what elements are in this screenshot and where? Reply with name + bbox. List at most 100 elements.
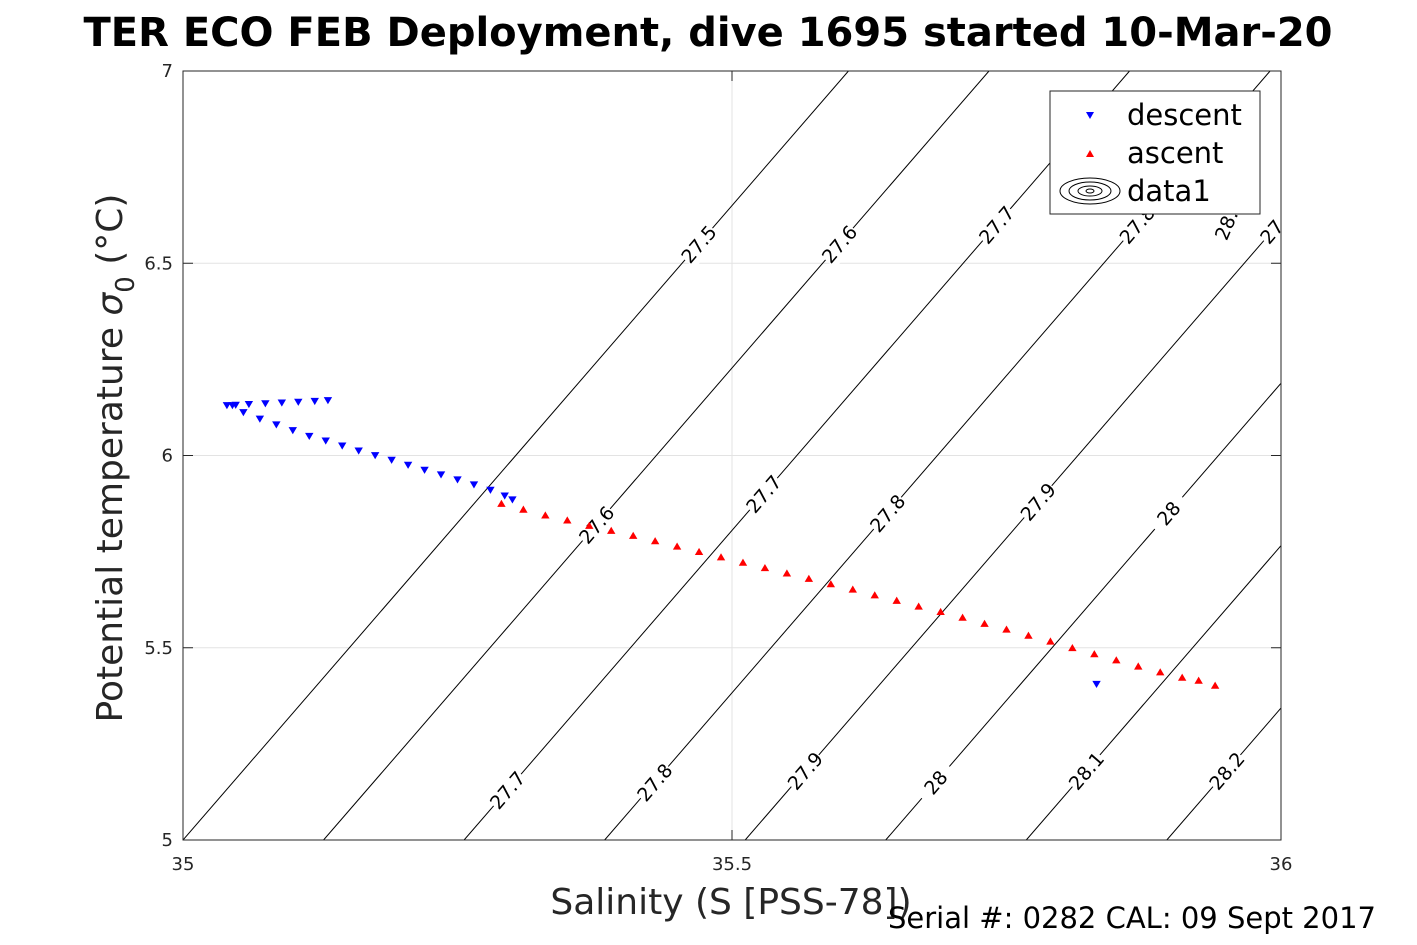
ascent-point	[607, 526, 616, 534]
legend-descent-marker	[1086, 112, 1094, 119]
ascent-point	[1194, 676, 1203, 684]
ascent-point	[936, 607, 945, 615]
legend-ascent-marker	[1086, 150, 1094, 157]
ascent-point	[1134, 662, 1143, 670]
descent-point	[486, 486, 495, 494]
ascent-point	[650, 537, 660, 545]
ascent-point	[914, 602, 923, 610]
contour-label-gap	[675, 219, 723, 269]
descent-point	[354, 447, 363, 455]
contour-label-gap	[1253, 200, 1281, 250]
ascent-point	[541, 511, 550, 519]
ascent-point	[716, 553, 726, 561]
ascent-point	[1046, 637, 1055, 645]
ascent-point	[585, 521, 594, 529]
legend: descent ascent data1	[1049, 90, 1261, 215]
density-contour-labels: 27.5 27.627.627.727.727.727.827.827.827.9…	[483, 200, 1417, 815]
contour-label-gap	[572, 500, 620, 550]
y-tick-label: 7	[162, 61, 173, 82]
descent-point	[239, 409, 248, 417]
contour-label-gap	[1144, 488, 1193, 538]
contour-27.9	[744, 220, 1281, 840]
contour-label: 28	[1403, 209, 1417, 242]
ascent-point	[738, 558, 748, 566]
contour-label-gap	[781, 746, 829, 796]
ascent-point	[1156, 668, 1165, 676]
contour-label-gap	[1062, 746, 1110, 796]
contour-label: 28.1	[1298, 479, 1342, 525]
descent-point	[272, 421, 281, 429]
descent-point	[338, 442, 347, 450]
contour-27.5	[183, 71, 849, 840]
x-tick-label: 36	[1270, 854, 1293, 875]
contour-label-gap	[1349, 200, 1389, 249]
chart-title: TER ECO FEB Deployment, dive 1695 starte…	[83, 10, 1332, 56]
descent-point	[387, 456, 396, 464]
descent-point	[305, 432, 314, 441]
ascent-point	[870, 591, 879, 599]
ascent-point	[1024, 631, 1033, 639]
descent-point	[321, 437, 330, 445]
y-axis-label-unit: (°C)	[90, 194, 131, 277]
contour-label: 28.3	[1346, 748, 1390, 794]
descent-point	[244, 401, 254, 409]
axis-ticks: 35 35.5 36 5 5.5 6 6.5 7	[144, 61, 1292, 875]
ascent-point	[672, 542, 682, 550]
descent-point	[261, 400, 270, 408]
ascent-point	[1210, 681, 1220, 689]
ascent-point	[892, 596, 901, 604]
ascent-point	[1090, 650, 1099, 658]
ascent-point	[1112, 656, 1121, 664]
ascent-point	[628, 531, 638, 539]
descent-point	[508, 496, 517, 504]
ascent-point	[782, 569, 792, 577]
descent-point	[436, 471, 446, 479]
ascent-point	[848, 585, 857, 593]
serial-cal-footer: Serial #: 0282 CAL: 09 Sept 2017	[888, 901, 1376, 935]
ascent-point	[1177, 673, 1187, 681]
y-tick-label: 5.5	[144, 638, 173, 659]
density-contours	[183, 71, 1417, 840]
contour-label-gap	[1395, 200, 1417, 249]
contour-label-gap	[630, 757, 679, 807]
contour-label-gap	[1295, 477, 1342, 526]
descent-point	[294, 398, 303, 406]
ascent-point	[563, 516, 572, 524]
ascent-point	[804, 574, 814, 582]
ascent-point	[1068, 643, 1077, 652]
contour-28.1	[1025, 544, 1281, 840]
ascent-point	[497, 499, 506, 507]
contour-label-gap	[815, 219, 863, 269]
descent-point	[453, 476, 462, 484]
y-tick-label: 6.5	[144, 253, 173, 274]
grid-lines	[183, 71, 1281, 840]
descent-point	[420, 466, 429, 474]
y-axis-label-subscript: 0	[111, 276, 141, 293]
contour-28.2	[1166, 707, 1281, 840]
descent-point	[310, 397, 319, 406]
y-tick-label: 6	[162, 446, 173, 467]
contour-label-gap	[1203, 746, 1251, 796]
ascent-point	[519, 505, 528, 513]
legend-contour-icon	[1059, 177, 1121, 205]
descent-point	[288, 427, 297, 435]
contour-27.6	[323, 71, 990, 840]
contour-label-gap	[1344, 746, 1391, 795]
ascent-point	[1002, 625, 1011, 633]
ascent-point	[826, 580, 836, 588]
legend-descent: descent	[1127, 98, 1242, 132]
contour-label-clipped: 28.	[1354, 207, 1386, 243]
x-tick-label: 35.5	[712, 854, 752, 875]
legend-data1: data1	[1127, 174, 1211, 208]
descent-point	[222, 402, 232, 410]
descent-point	[500, 492, 509, 500]
contour-28	[885, 382, 1281, 840]
contour-label-gap	[739, 469, 788, 519]
descent-point	[323, 397, 333, 405]
contour-28.3	[1307, 71, 1417, 840]
contour-label-gap	[483, 765, 531, 815]
x-axis-label: Salinity (S [PSS-78])	[550, 882, 911, 923]
y-axis-label: Potential temperature σ0 (°C)	[90, 194, 141, 723]
data-points	[222, 397, 1220, 689]
